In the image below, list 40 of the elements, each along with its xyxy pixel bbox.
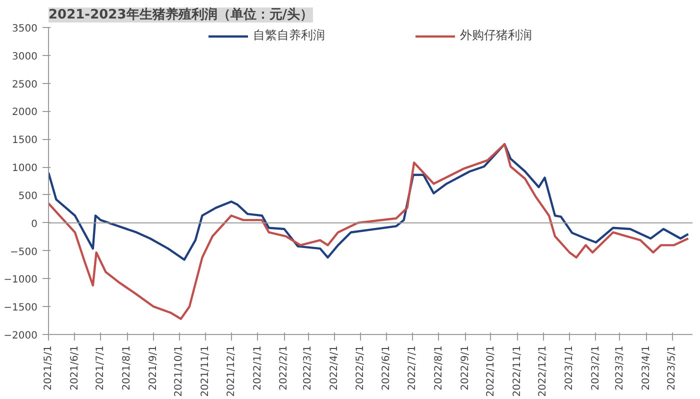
chart-title: 2021-2023年生猪养殖利润（单位：元/头） (48, 6, 314, 22)
x-tick-label: 2022/3/1 (302, 345, 314, 390)
y-tick-label: 500 (18, 190, 38, 202)
legend-label: 外购仔猪利润 (460, 27, 532, 44)
x-tick-label: 2021/8/1 (122, 345, 133, 390)
x-tick-label: 2021/6/1 (69, 345, 80, 390)
y-tick-label: −2000 (4, 330, 38, 342)
x-tick-label: 2022/6/1 (381, 345, 392, 390)
x-tick-label: 2021/5/1 (43, 345, 54, 390)
x-tick-label: 2021/9/1 (148, 345, 160, 390)
y-tick-label: 3500 (12, 24, 38, 34)
x-tick-label: 2023/3/1 (614, 345, 626, 390)
x-tick-label: 2022/2/1 (278, 345, 290, 390)
x-tick-label: 2022/12/1 (538, 345, 549, 397)
y-tick-label: −1000 (4, 274, 38, 286)
x-tick-label: 2023/2/1 (590, 345, 602, 390)
x-tick-label: 2021/11/1 (200, 345, 212, 397)
x-tick-label: 2021/10/1 (174, 345, 185, 397)
x-tick-label: 2023/1/1 (564, 345, 576, 390)
x-tick-label: 2021/7/1 (95, 345, 106, 390)
y-tick-label: 2000 (12, 107, 38, 118)
x-tick-label: 2023/5/1 (666, 345, 678, 390)
x-tick-label: 2022/7/1 (406, 345, 418, 390)
y-tick-label: −500 (10, 246, 38, 258)
x-tick-label: 2022/4/1 (329, 345, 340, 390)
x-tick-label: 2022/8/1 (433, 345, 444, 390)
x-tick-label: 2022/10/1 (485, 345, 496, 397)
y-tick-label: 1000 (12, 163, 38, 174)
y-tick-label: 2500 (12, 79, 38, 90)
x-tick-label: 2023/4/1 (640, 345, 652, 390)
legend-label: 自繁自养利润 (253, 27, 325, 44)
y-tick-label: 3000 (12, 51, 38, 62)
x-tick-label: 2022/9/1 (460, 345, 471, 390)
y-tick-label: 1500 (12, 135, 38, 146)
x-tick-label: 2022/11/1 (512, 345, 523, 397)
x-tick-label: 2022/1/1 (252, 345, 264, 390)
y-tick-label: 0 (31, 218, 38, 230)
x-tick-label: 2022/5/1 (354, 345, 366, 390)
y-tick-label: −1500 (4, 302, 38, 314)
x-tick-label: 2021/12/1 (226, 345, 237, 397)
